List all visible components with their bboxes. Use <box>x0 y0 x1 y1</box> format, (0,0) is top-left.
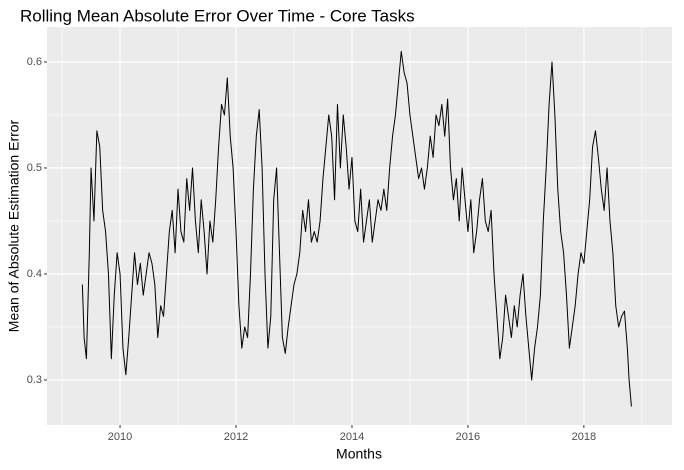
data-line <box>81 50 632 407</box>
x-tick-label: 2014 <box>340 431 364 443</box>
x-tick-label: 2010 <box>108 431 132 443</box>
plot-panel <box>47 27 672 425</box>
y-tick-label: 0.3 <box>27 374 42 386</box>
x-tick-label: 2018 <box>572 431 596 443</box>
y-tick-label: 0.5 <box>27 162 42 174</box>
x-axis-title: Months <box>336 446 382 462</box>
x-tick-label: 2016 <box>456 431 480 443</box>
y-tick-label: 0.6 <box>27 56 42 68</box>
y-axis-title: Mean of Absolute Estimation Error <box>6 119 22 332</box>
chart-title: Rolling Mean Absolute Error Over Time - … <box>20 6 415 25</box>
x-tick-label: 2012 <box>224 431 248 443</box>
y-tick-label: 0.4 <box>27 268 42 280</box>
